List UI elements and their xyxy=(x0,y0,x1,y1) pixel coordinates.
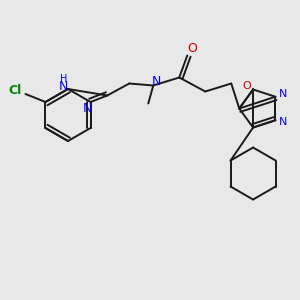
Text: H: H xyxy=(60,74,68,84)
Text: O: O xyxy=(243,82,251,92)
Text: N: N xyxy=(58,80,68,94)
Text: N: N xyxy=(152,75,161,88)
Text: N: N xyxy=(279,117,288,127)
Text: N: N xyxy=(83,103,92,116)
Text: N: N xyxy=(279,89,288,99)
Text: O: O xyxy=(187,42,197,55)
Text: Cl: Cl xyxy=(9,83,22,97)
